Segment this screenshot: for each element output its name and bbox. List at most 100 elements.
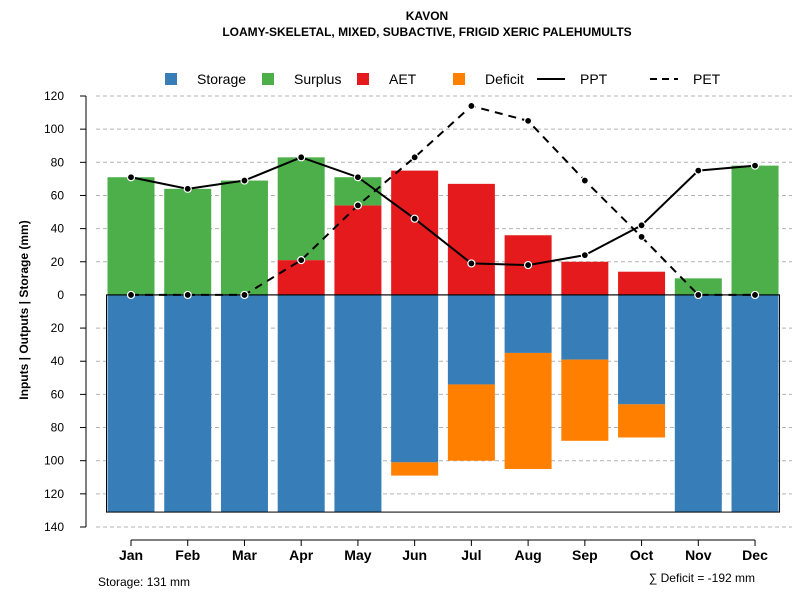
ppt-line-point	[353, 173, 363, 182]
storage-bar	[674, 294, 722, 513]
y-tick-label: 80	[51, 421, 65, 435]
ppt-line-point	[126, 173, 136, 182]
storage-bar	[618, 294, 666, 405]
surplus-bar	[731, 165, 779, 295]
y-tick-label: 60	[51, 188, 65, 202]
x-tick-label: Mar	[232, 547, 257, 563]
ppt-line-point	[524, 260, 533, 270]
ppt-line-point	[637, 221, 646, 230]
aet-bar	[561, 261, 609, 295]
aet-bar	[447, 183, 495, 295]
ppt-line-point	[694, 166, 703, 175]
surplus-bar	[164, 188, 212, 295]
pet-line-point	[580, 176, 589, 185]
ppt-line	[130, 156, 756, 267]
x-tick-label: Sep	[572, 547, 598, 563]
aet-bar	[277, 260, 325, 295]
x-tick-label: Apr	[289, 547, 314, 563]
y-tick-label: 80	[51, 155, 65, 169]
legend-label-pet: PET	[693, 71, 721, 87]
y-tick-label: 120	[44, 89, 64, 103]
x-tick-label: Jan	[119, 547, 143, 563]
x-tick-label: Dec	[742, 547, 768, 563]
legend-swatch-surplus	[262, 73, 274, 85]
deficit-bar	[447, 384, 495, 461]
legend-swatch-deficit	[453, 73, 465, 85]
y-tick-label: 40	[51, 354, 65, 368]
deficit-bar	[618, 404, 666, 438]
x-tick-label: Jul	[461, 547, 481, 563]
y-axis-label: Inputs | Outputs | Storage (mm)	[17, 220, 31, 399]
x-tick-label: Jun	[402, 547, 427, 563]
gridlines	[96, 95, 792, 528]
chart-title: KAVON	[406, 9, 448, 23]
pet-line-point	[410, 153, 419, 162]
chart-subtitle: LOAMY-SKELETAL, MIXED, SUBACTIVE, FRIGID…	[222, 25, 631, 39]
pet-line	[131, 104, 756, 296]
bars	[106, 157, 781, 513]
pet-line-point	[750, 290, 760, 300]
surplus-bar	[107, 177, 155, 295]
deficit-bar	[561, 359, 609, 441]
ppt-line-point	[467, 259, 476, 268]
pet-line-point	[297, 256, 306, 265]
legend-label-surplus: Surplus	[294, 71, 341, 87]
ppt-line-point	[183, 184, 192, 193]
pet-line-point	[637, 232, 646, 242]
ppt-line-point	[750, 161, 760, 170]
storage-bar	[504, 294, 552, 353]
storage-note: Storage: 131 mm	[98, 575, 190, 589]
pet-line-point	[353, 201, 363, 210]
x-tick-label: Feb	[175, 547, 200, 563]
deficit-note: ∑ Deficit = -192 mm	[649, 571, 755, 585]
y-tick-label: 100	[44, 454, 64, 468]
y-tick-label: 20	[51, 255, 65, 269]
aet-bar	[334, 205, 382, 295]
legend-label-ppt: PPT	[580, 71, 608, 87]
aet-bar	[391, 170, 439, 295]
storage-bar	[277, 294, 325, 513]
pet-line-point	[126, 290, 136, 300]
ppt-line-point	[297, 153, 306, 162]
axes: 120 100 80 60 40 20 0 20 40 60 80 100 120 140 Jan Feb Ma…	[44, 89, 768, 563]
y-tick-label: 140	[44, 520, 64, 534]
x-tick-label: Oct	[630, 547, 654, 563]
legend-label-storage: Storage	[197, 71, 246, 87]
y-tick-label: 120	[44, 487, 64, 501]
legend-label-deficit: Deficit	[485, 71, 524, 87]
deficit-bar	[391, 462, 439, 476]
pet-line-point	[467, 101, 476, 111]
ppt-line-point	[580, 251, 589, 260]
pet-line-point	[694, 290, 703, 300]
x-tick-label: Aug	[515, 547, 542, 563]
y-tick-label: 0	[57, 288, 64, 302]
x-tick-label: May	[344, 547, 371, 563]
storage-bar	[731, 294, 779, 513]
storage-bar	[334, 294, 382, 513]
y-tick-label: 40	[51, 222, 65, 236]
legend-swatch-aet	[357, 73, 369, 85]
storage-bar	[391, 294, 439, 463]
surplus-bar	[334, 177, 382, 206]
surplus-bar	[674, 278, 722, 295]
series-lines	[126, 101, 760, 300]
ppt-line-point	[240, 176, 249, 185]
deficit-bar	[504, 352, 552, 469]
ppt-line-point	[410, 214, 419, 223]
storage-bar	[164, 294, 212, 513]
x-tick-label: Nov	[685, 547, 712, 563]
pet-line-point	[524, 116, 533, 125]
pet-line-point	[183, 290, 192, 300]
storage-bar	[220, 294, 268, 513]
y-tick-label: 100	[44, 122, 64, 136]
y-tick-label: 20	[51, 321, 65, 335]
surplus-bar	[220, 180, 268, 295]
legend-swatch-storage	[165, 73, 177, 85]
storage-bar	[107, 294, 155, 513]
legend: Storage Surplus AET Deficit PPT PET	[165, 71, 721, 87]
aet-bar	[618, 271, 666, 295]
pet-line-point	[240, 290, 249, 300]
storage-bar	[561, 294, 609, 360]
legend-label-aet: AET	[389, 71, 417, 87]
